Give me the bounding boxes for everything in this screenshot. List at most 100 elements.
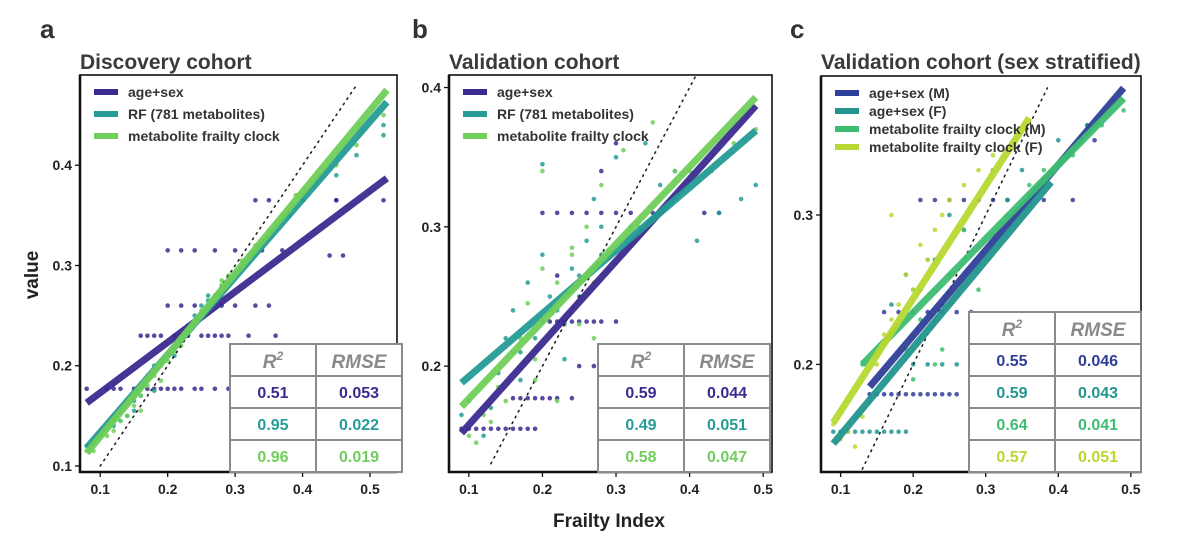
x-tick-label: 0.4	[293, 481, 313, 497]
scatter-point	[918, 197, 923, 203]
scatter-point	[145, 333, 150, 339]
x-axis-label: Frailty Index	[553, 511, 665, 532]
scatter-point	[199, 333, 204, 339]
fit-line-age_sex	[84, 175, 389, 406]
x-tick-label: 0.5	[753, 481, 773, 497]
scatter-point	[613, 154, 619, 160]
plot-area	[458, 75, 759, 465]
scatter-point	[192, 386, 197, 392]
scatter-point	[903, 272, 909, 278]
scatter-point	[232, 248, 238, 253]
scatter-point	[253, 198, 258, 203]
scatter-point	[584, 238, 589, 244]
scatter-point	[576, 363, 582, 369]
table-cell-rmse: 0.019	[339, 449, 379, 466]
legend-label: age+sex	[128, 84, 184, 100]
panel-a: a Discovery cohort 0.1 0.2 0.3 0.4 0.5 0.1 0.2…	[40, 14, 403, 497]
scatter-point	[354, 142, 359, 148]
scatter-point	[599, 168, 604, 174]
scatter-point	[599, 224, 604, 230]
scatter-point	[212, 386, 218, 392]
fit-line-age_sex	[458, 103, 759, 436]
scatter-point	[569, 319, 575, 324]
scatter-point	[532, 426, 538, 432]
scatter-point	[860, 429, 865, 435]
table-cell-r2: 0.57	[996, 449, 1027, 466]
scatter-point	[947, 197, 952, 203]
scatter-point	[518, 349, 523, 355]
scatter-point	[852, 444, 858, 449]
scatter-point	[1027, 182, 1032, 188]
table-cell-r2: 0.95	[257, 417, 288, 434]
scatter-point	[954, 392, 959, 397]
table-cell-r2: 0.59	[996, 385, 1027, 402]
scatter-point	[327, 253, 332, 258]
panel-letter-c: c	[790, 14, 804, 44]
stats-table: R2 RMSE 0.55 0.046 0.59 0.043 0.64 0.041 0.57 0.0…	[968, 311, 1142, 473]
table-cell-r2: 0.58	[625, 449, 656, 466]
scatter-point	[554, 273, 560, 278]
scatter-point	[889, 317, 894, 322]
scatter-point	[1056, 138, 1061, 143]
scatter-point	[947, 212, 952, 218]
scatter-point	[381, 122, 386, 128]
table-header-rmse: RMSE	[700, 352, 756, 373]
scatter-point	[643, 141, 648, 146]
scatter-point	[918, 392, 923, 397]
scatter-point	[621, 147, 626, 153]
scatter-point	[226, 333, 231, 339]
scatter-point	[199, 303, 204, 308]
scatter-point	[584, 210, 589, 216]
scatter-point	[131, 408, 137, 414]
scatter-point	[591, 196, 597, 202]
scatter-point	[932, 392, 938, 397]
scatter-point	[889, 212, 894, 218]
scatter-point	[657, 182, 663, 188]
scatter-point	[473, 440, 479, 446]
scatter-point	[510, 395, 516, 401]
scatter-point	[939, 212, 945, 218]
fit-line-clock_m	[859, 95, 1127, 367]
table-header-r2: R2	[1002, 317, 1023, 341]
scatter-point	[860, 414, 865, 420]
y-tick-label: 0.2	[794, 356, 814, 372]
legend-label: age+sex (F)	[869, 103, 946, 119]
scatter-point	[1041, 167, 1047, 173]
scatter-point	[178, 248, 184, 253]
scatter-point	[831, 429, 836, 435]
scatter-point	[889, 302, 894, 307]
scatter-point	[613, 210, 619, 216]
identity-line	[861, 87, 1049, 470]
scatter-point	[881, 309, 887, 315]
scatter-point	[961, 227, 967, 233]
scatter-point	[569, 210, 575, 216]
scatter-point	[532, 356, 538, 362]
scatter-point	[976, 167, 981, 173]
plot-area	[830, 85, 1127, 470]
scatter-point	[918, 242, 923, 248]
scatter-point	[540, 210, 545, 216]
scatter-point	[547, 294, 553, 299]
scatter-point	[881, 429, 887, 435]
scatter-point	[158, 378, 164, 384]
scatter-point	[591, 336, 597, 341]
scatter-point	[947, 392, 952, 397]
scatter-point	[481, 433, 486, 439]
scatter-point	[954, 309, 959, 315]
table-cell-r2: 0.64	[996, 417, 1027, 434]
scatter-point	[547, 395, 553, 401]
table-cell-rmse: 0.041	[1078, 417, 1118, 434]
scatter-point	[954, 362, 959, 367]
scatter-point	[896, 429, 901, 435]
scatter-point	[172, 386, 177, 392]
scatter-point	[672, 168, 678, 174]
scatter-point	[584, 319, 589, 324]
scatter-point	[510, 308, 516, 313]
y-axis-label: value	[22, 251, 43, 300]
scatter-point	[158, 386, 164, 392]
table-header-r2: R2	[263, 349, 284, 373]
scatter-point	[232, 303, 238, 308]
scatter-point	[518, 395, 523, 401]
scatter-point	[990, 152, 996, 158]
